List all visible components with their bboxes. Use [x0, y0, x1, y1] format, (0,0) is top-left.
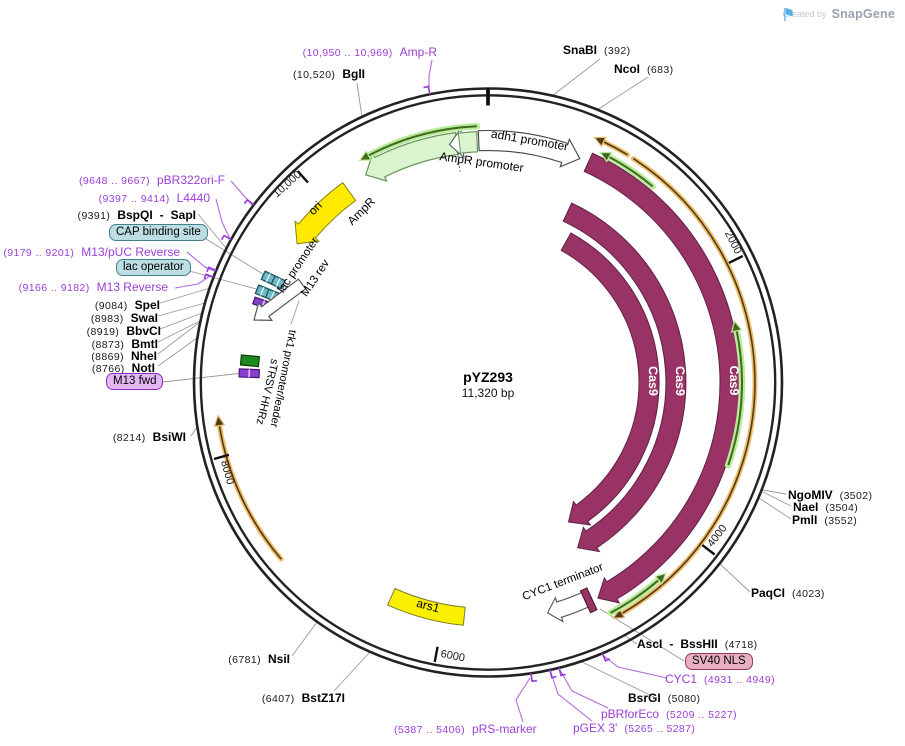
snapgene-watermark: Created by SnapGene [783, 7, 895, 21]
cyc1-terminator-label: CYC1 terminator [521, 561, 605, 603]
m13-fwd-feature [238, 368, 260, 379]
primer-label-l4440: (9397 .. 9414) L4440 [98, 191, 210, 205]
primer-label-m13-puc-reverse: (9179 .. 9201) M13/pUC Reverse [3, 245, 180, 259]
snapgene-brand-text: SnapGene [831, 7, 895, 21]
site-label-bstz17i: (6407) BstZ17I [261, 691, 345, 705]
site-label-snabi: SnaBI (392) [563, 43, 631, 57]
cas9-arc-outer [583, 152, 741, 604]
primer-label-pgex-3: pGEX 3' (5265 .. 5287) [573, 721, 696, 735]
tick-label-8000: 8000 [218, 459, 236, 486]
primer-label-prs-marker: (5387 .. 5406) pRS-marker [394, 722, 537, 736]
primer-label-cyc1: CYC1 (4931 .. 4949) [665, 672, 775, 686]
cas9-arc-middle [562, 202, 687, 553]
site-label-noti: (8766) NotI [91, 361, 155, 375]
small-feature-boxes [238, 270, 598, 614]
tick-label-6000: 6000 [440, 648, 466, 664]
primer-label-m13-reverse: (9166 .. 9182) M13 Reverse [18, 280, 168, 294]
primer-label-pbrforeco: pBRforEco (5209 .. 5227) [601, 707, 738, 721]
site-label-asci-bsshii: AscI - BssHII (4718) [637, 637, 758, 651]
site-label-ncoi: NcoI (683) [614, 62, 674, 76]
feature-label-m13-fwd: M13 fwd [106, 373, 164, 390]
orf-green-top-head [599, 151, 613, 163]
ampr-promoter-band [457, 131, 479, 154]
strsv-hhrz-feature [239, 354, 260, 368]
cas9-arc-inner [560, 232, 660, 526]
site-label-swai: (8983) SwaI [90, 311, 158, 325]
ars1-band [386, 587, 466, 626]
site-label-paqci: PaqCI (4023) [751, 586, 825, 600]
site-label-nhei: (8869) NheI [91, 349, 157, 363]
site-label-bgli: (10,520) BglI [293, 67, 365, 81]
primer-label-amp-r: (10,950 .. 10,969) Amp-R [302, 45, 437, 59]
trk1-promoter-arrow [253, 278, 307, 322]
orf-green-ampr-head [358, 149, 372, 162]
snapgene-flag-icon [783, 8, 793, 21]
ampr-arrow [364, 131, 460, 182]
orf-left-glow [217, 424, 284, 562]
site-label-bbvci: (8919) BbvCI [86, 324, 161, 338]
cyc1-terminator-arrow [546, 589, 595, 623]
orf-green-right-head [730, 319, 743, 333]
orf-right-long-head [612, 607, 626, 619]
feature-label-sv40-nls: SV40 NLS [685, 653, 753, 670]
position-ticks [213, 88, 744, 663]
site-label-spei: (9084) SpeI [94, 298, 160, 312]
ori-arrow [294, 182, 357, 245]
adh1-promoter-arrow [477, 129, 581, 168]
site-label-nsii: (6781) NsiI [228, 652, 290, 666]
cas9-inner-label: Cas9 [646, 366, 660, 396]
site-label-ngomiv: NgoMIV (3502) [788, 488, 873, 502]
site-label-bspqi-sapi: (9391) BspQI - SapI [77, 208, 196, 222]
orf-left-head [213, 414, 226, 428]
feature-label-cap-binding-site: CAP binding site [109, 224, 208, 241]
site-label-bsrgi: BsrGI (5080) [628, 691, 701, 705]
cas9-outer-label: Cas9 [727, 365, 741, 395]
cap-binding-site-feature [260, 270, 286, 290]
created-by-text: Created by [782, 9, 827, 19]
orf-right-long-core [622, 157, 756, 614]
feature-label-lac-operator: lac operator [116, 259, 191, 276]
site-label-bmti: (8873) BmtI [91, 337, 158, 351]
site-label-naei: NaeI (3504) [793, 500, 859, 514]
site-label-bsiwi: (8214) BsiWI [112, 430, 186, 444]
callout-lines [157, 58, 792, 698]
primer-label-pbr322ori-f: (9648 .. 9667) pBR322ori-F [78, 173, 225, 187]
site-label-pmli: PmlI (3552) [792, 513, 858, 527]
orf-right-short-core [603, 141, 628, 156]
plasmid-size: 11,320 bp [461, 386, 515, 400]
cas9-middle-label: Cas9 [673, 366, 687, 396]
orf-green-bottom-head [654, 572, 668, 585]
primer-marks [203, 85, 611, 683]
orf-right-short-head [593, 136, 607, 148]
orf-green-bottom-core [610, 579, 659, 614]
plasmid-name: pYZ293 [463, 369, 513, 385]
tick-label-10000: 10,000 [271, 169, 304, 200]
ampr-promoter-label: AmpR promoter [439, 149, 525, 175]
sv40-nls-feature [579, 587, 598, 614]
plasmid-title: pYZ293 11,320 bp [418, 369, 558, 400]
primer-leader-lines [174, 59, 668, 723]
ars1-label: ars1 [415, 596, 441, 616]
orf-left-core [218, 426, 282, 560]
orf-green-right-core [727, 330, 743, 466]
orf-green-ampr-core [368, 125, 477, 157]
